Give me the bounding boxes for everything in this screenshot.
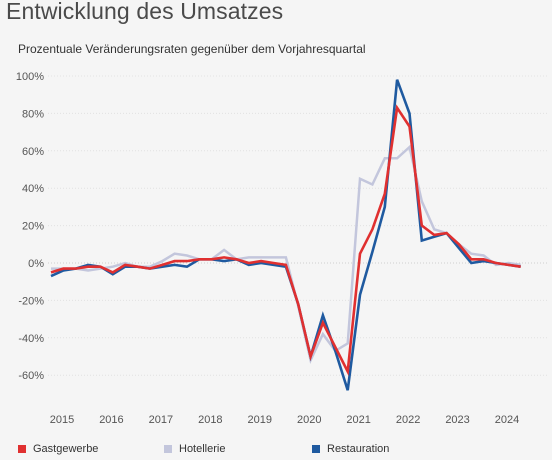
y-tick-label: 100% [16,71,44,83]
legend-swatch-gastgewerbe [18,445,26,453]
legend-label-hotellerie: Hotellerie [179,443,226,455]
x-tick-label: 2024 [495,414,519,426]
series-lines [50,79,521,391]
y-tick-label: 60% [22,146,44,158]
x-tick-label: 2020 [297,414,321,426]
x-tick-label: 2019 [248,414,272,426]
y-tick-label: 40% [22,183,44,195]
y-tick-label: 20% [22,221,44,233]
y-tick-label: -40% [18,333,44,345]
legend-swatch-restauration [312,445,320,453]
gridlines [48,75,548,376]
series-line-gastgewerbe[interactable] [50,104,521,377]
y-tick-label: -20% [18,295,44,307]
chart-subtitle: Prozentuale Veränderungsraten gegenüber … [18,42,366,56]
legend-label-gastgewerbe: Gastgewerbe [33,443,99,455]
line-chart: 100%80%60%40%20%0%-20%-40%-60% 2015 2016 2… [16,71,548,426]
legend-item-gastgewerbe[interactable]: Gastgewerbe [18,443,98,455]
x-tick-label: 2016 [99,414,123,426]
series-line-hotellerie[interactable] [51,144,521,365]
chart-title: Entwicklung des Umsatzes [6,0,284,24]
x-tick-label: 2022 [396,414,420,426]
legend-swatch-hotellerie [164,445,172,453]
legend-item-restauration[interactable]: Restauration [312,443,389,455]
legend: Gastgewerbe Hotellerie Restauration [18,443,548,459]
legend-item-hotellerie[interactable]: Hotellerie [164,443,225,455]
x-tick-label: 2021 [346,414,370,426]
x-tick-label: 2023 [445,414,469,426]
x-tick-label: 2017 [149,414,173,426]
x-tick-label: 2015 [50,414,74,426]
legend-label-restauration: Restauration [327,443,390,455]
x-axis-ticks: 2015 2016 2017 2018 2019 2020 2021 2022 2023 2024 [50,414,519,426]
y-tick-label: 0% [28,258,44,270]
y-tick-label: -60% [18,370,44,382]
y-axis-ticks: 100% 80% 60% 40% 20% 0% -20% -40% -60% [16,71,44,382]
x-tick-label: 2018 [198,414,222,426]
y-tick-label: 80% [22,108,44,120]
